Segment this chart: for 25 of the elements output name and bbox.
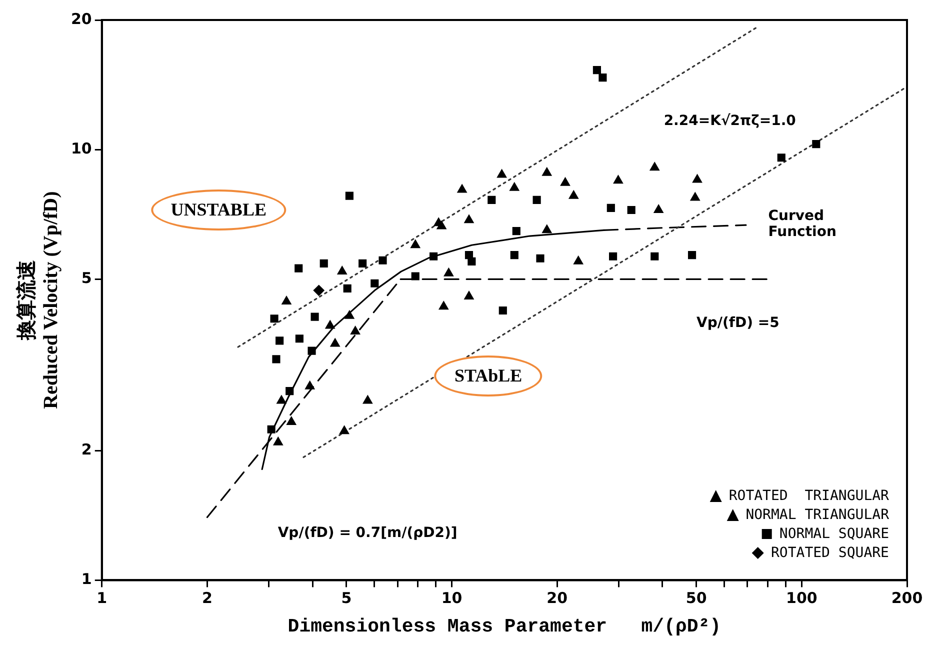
annotation: Vp/(fD) =5	[694, 314, 782, 332]
y-tick-label: 2	[81, 440, 92, 458]
legend-label: ROTATED SQUARE	[770, 545, 889, 562]
legend-label: NORMAL SQUARE	[779, 526, 889, 542]
x-tick-label: 10	[441, 589, 462, 608]
y-tick-label: 20	[71, 10, 92, 28]
y-tick-label: 1	[81, 570, 92, 588]
x-tick-label: 5	[341, 589, 352, 608]
x-tick-label: 50	[686, 589, 707, 608]
legend-label: NORMAL TRIANGULAR	[746, 507, 889, 524]
x-axis-title: Dimensionless Mass Parameter m/(ρD²)	[288, 615, 722, 638]
y-tick-label: 10	[71, 140, 92, 158]
x-tick-label: 200	[891, 589, 923, 608]
x-tick-label: 2	[202, 589, 212, 608]
x-tick-label: 20	[546, 589, 568, 608]
annotation: UNSTABLE	[150, 190, 286, 231]
y-tick-label: 5	[81, 269, 92, 288]
annotation: Curved Function	[765, 207, 840, 242]
x-tick-label: 100	[786, 589, 818, 608]
y-axis-title: 換算流速 Reduced Velocity (Vp/fD)	[15, 191, 62, 409]
annotation: 2.24=K√2πζ=1.0	[660, 112, 799, 130]
annotation: STAbLE	[434, 355, 542, 396]
x-tick-label: 1	[96, 589, 108, 608]
legend-label: ROTATED TRIANGULAR	[728, 488, 889, 504]
annotation: Vp/(fD) = 0.7[m/(ρD2)]	[274, 524, 460, 542]
